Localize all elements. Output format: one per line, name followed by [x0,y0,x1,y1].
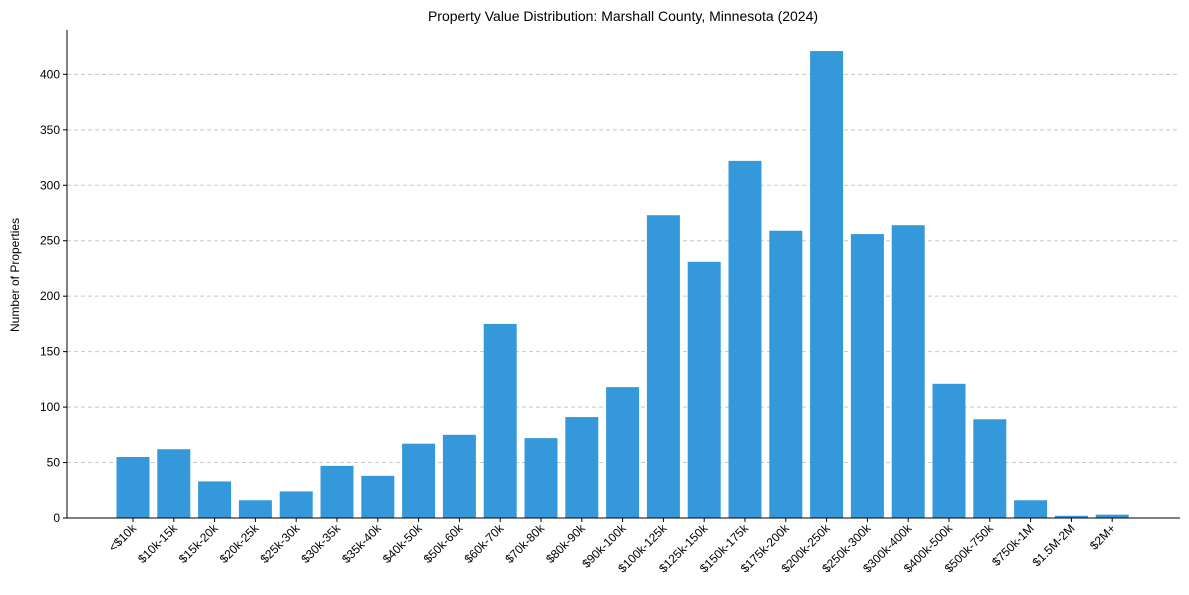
x-tick-label: $750k-1M [989,521,1037,569]
bar [606,387,640,518]
bar [810,51,844,519]
bar [646,215,680,518]
y-tick-label: 200 [40,289,60,303]
y-ticks: 0 50 100 150 200 250 300 350 400 [40,67,67,525]
bar [198,481,232,518]
bar [1014,500,1048,518]
x-tick-label: $30k-35k [298,521,344,567]
x-tick-label: $40k-50k [380,521,426,567]
x-tick-label: $70k-80k [502,521,548,567]
grid-lines [67,73,1180,464]
x-tick-label: $15k-20k [176,521,222,567]
bar [932,383,966,518]
bar [524,438,558,518]
axes [66,30,1180,519]
bar [116,457,150,518]
bar [483,323,517,518]
y-tick-label: 150 [40,345,60,359]
x-tick-label: $1.5M-2M [1029,521,1077,569]
bar [238,500,272,518]
y-tick-label: 250 [40,234,60,248]
y-tick-label: 300 [40,178,60,192]
y-tick-label: 0 [53,511,60,525]
y-tick-label: 50 [47,456,61,470]
x-tick-label: $60k-70k [462,521,508,567]
bar [1054,515,1088,518]
bar [850,234,884,518]
bar [728,160,762,518]
bar [973,419,1007,518]
bar [687,261,721,518]
bar [1095,514,1129,518]
x-tick-label: $25k-30k [258,521,304,567]
x-tick-label: $35k-40k [339,521,385,567]
bar [769,230,803,518]
bar [565,417,599,518]
x-tick-label: $2M+ [1087,521,1118,552]
x-tick-label: $20k-25k [217,521,263,567]
x-ticks: <$10k$10k-15k$15k-20k$20k-25k$25k-30k$30… [106,518,1118,575]
bar [891,225,925,518]
bar [442,434,476,518]
bar [279,491,313,518]
x-tick-label: $50k-60k [421,521,467,567]
bar [402,443,436,518]
bar [361,475,395,518]
y-tick-label: 100 [40,400,60,414]
x-tick-label: $10k-15k [135,521,181,567]
y-tick-label: 350 [40,123,60,137]
x-tick-label: <$10k [106,521,140,555]
y-tick-label: 400 [40,67,60,81]
y-axis-label: Number of Properties [8,218,22,332]
bar [320,465,354,518]
chart-title: Property Value Distribution: Marshall Co… [428,8,818,24]
bars [116,51,1129,519]
bar [157,449,191,518]
